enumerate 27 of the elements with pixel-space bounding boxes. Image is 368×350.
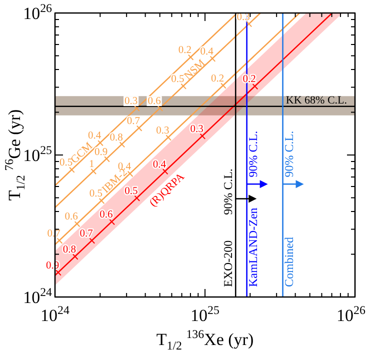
annotation: 0.5 (89, 188, 102, 200)
annotation: 0.7 (126, 116, 140, 127)
ref-line-label: EXO-200 (220, 240, 235, 287)
annotation: 0.5 (59, 158, 73, 169)
annotation: 0.6 (64, 212, 78, 223)
annotation: 0.2 (178, 44, 192, 56)
ref-line-label: Combined (282, 237, 296, 287)
annotation: 0.7 (80, 228, 93, 240)
annotation: 0.3 (190, 124, 204, 136)
annotation: 90% C.L. (220, 168, 235, 215)
annotation: 0.9 (94, 146, 108, 158)
annotation: 0.6 (100, 210, 113, 221)
annotation: 0.5 (171, 74, 184, 86)
annotation: 0.4 (88, 130, 102, 142)
annotation: 0.3 (156, 125, 170, 136)
annotation: 90% C.L. (246, 130, 260, 178)
annotation: 0.3 (124, 96, 138, 108)
annotation: 0.4 (152, 159, 167, 170)
annotation: 90% C.L. (282, 130, 296, 178)
annotation: 0.6 (148, 96, 161, 108)
annotation: 0.8 (62, 244, 76, 256)
annotation: 1 (89, 159, 94, 170)
ref-line-label: KamLAND-Zen (246, 208, 260, 287)
annotation: 0.4 (200, 46, 214, 58)
band-label: KK 68% C.L. (286, 94, 348, 107)
annotation: 0.2 (210, 73, 224, 84)
annotation: 0.8 (110, 132, 123, 144)
